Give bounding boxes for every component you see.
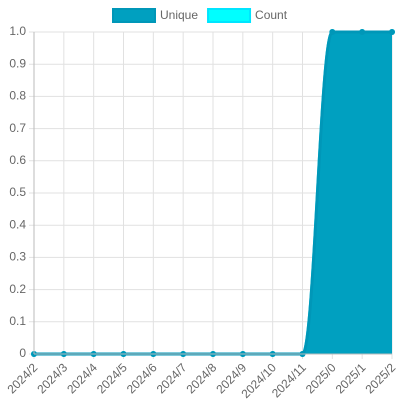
x-tick-label: 2024/5 xyxy=(94,360,130,396)
y-tick-label: 0 xyxy=(19,346,26,360)
y-tick-label: 1.0 xyxy=(9,24,26,38)
point xyxy=(359,29,366,35)
y-tick-label: 0.1 xyxy=(9,314,26,328)
legend-swatch xyxy=(112,8,156,23)
x-tick-label: 2024/4 xyxy=(64,360,100,396)
y-tick-label: 0.8 xyxy=(9,89,26,103)
x-tick-label: 2024/11 xyxy=(269,360,309,400)
y-tick-label: 0.4 xyxy=(9,217,26,231)
y-tick-label: 0.2 xyxy=(9,282,26,296)
x-tick-label: 2024/3 xyxy=(34,360,70,396)
area xyxy=(34,32,392,354)
y-tick-label: 0.9 xyxy=(9,56,26,70)
legend-label: Unique xyxy=(160,8,198,22)
legend-label: Count xyxy=(255,8,288,22)
y-tick-label: 0.6 xyxy=(9,153,26,167)
x-tick-label: 2025/1 xyxy=(333,360,369,396)
x-tick-label: 2024/8 xyxy=(184,360,220,396)
legend-swatch xyxy=(207,8,252,23)
point xyxy=(329,29,336,35)
x-tick-label: 2024/2 xyxy=(5,360,41,396)
legend-item: Unique xyxy=(112,8,198,23)
x-tick-label: 2024/6 xyxy=(124,360,160,396)
x-tick-label: 2025/0 xyxy=(303,360,339,396)
point xyxy=(389,29,395,35)
legend-item: Count xyxy=(207,8,288,23)
y-tick-label: 0.5 xyxy=(9,185,26,199)
x-tick-label: 2024/7 xyxy=(154,360,190,396)
x-tick-label: 2025/2 xyxy=(363,360,399,396)
y-tick-label: 0.3 xyxy=(9,250,26,264)
y-tick-label: 0.7 xyxy=(9,121,26,135)
